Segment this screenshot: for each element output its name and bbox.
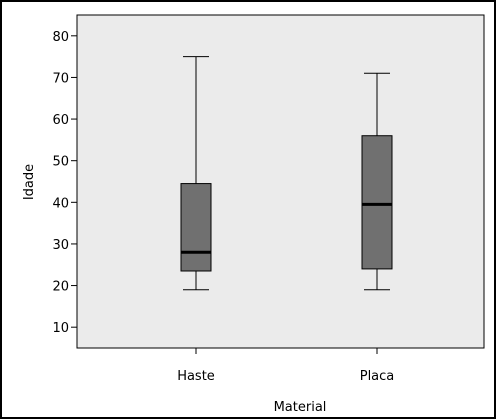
x-tick-label: Haste — [177, 369, 215, 384]
iqr-box — [361, 135, 393, 270]
x-axis-title: Material — [274, 400, 327, 415]
box-group-placa — [361, 72, 393, 291]
y-axis-title: Idade — [22, 164, 37, 200]
box-group-haste — [180, 56, 212, 291]
iqr-box — [180, 183, 212, 272]
y-tick-label: 80 — [52, 30, 69, 45]
y-tick-label: 10 — [52, 321, 69, 336]
plot-area — [76, 14, 485, 349]
boxes — [180, 56, 393, 291]
y-tick-label: 70 — [52, 71, 69, 86]
y-tick-label: 30 — [52, 238, 69, 253]
y-tick-label: 60 — [52, 113, 69, 128]
y-tick-label: 40 — [52, 196, 69, 211]
y-tick-label: 20 — [52, 280, 69, 295]
x-axis: Haste Placa — [177, 348, 394, 384]
y-tick-label: 50 — [52, 155, 69, 170]
x-tick-label: Placa — [360, 369, 395, 384]
y-axis: 10 20 30 40 50 60 70 80 — [52, 30, 77, 336]
